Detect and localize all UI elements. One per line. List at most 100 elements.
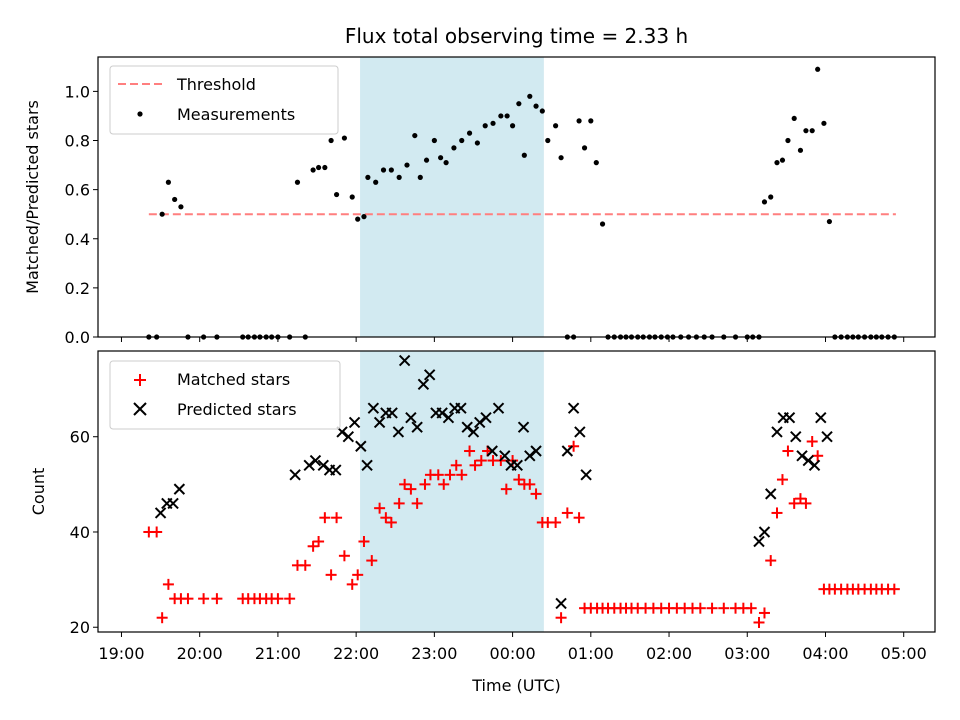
- predicted-star-point: [530, 445, 542, 457]
- measurement-point: [451, 145, 457, 151]
- bottom-y-tick-label: 20: [70, 618, 90, 637]
- top-y-tick-label: 1.0: [65, 82, 90, 101]
- predicted-star-point: [411, 421, 423, 433]
- x-tick-label: 23:00: [411, 644, 457, 663]
- predicted-star-point: [771, 426, 783, 438]
- predicted-stars-points: [154, 354, 833, 610]
- predicted-star-point: [555, 597, 567, 610]
- matched-star-point: [366, 555, 378, 567]
- matched-star-point: [758, 607, 770, 619]
- predicted-star-point: [492, 402, 505, 414]
- measurement-point: [438, 155, 444, 161]
- legend-measurements-label: Measurements: [177, 105, 295, 124]
- matched-star-point: [272, 593, 284, 605]
- predicted-star-point: [167, 497, 179, 510]
- measurement-point: [533, 103, 539, 109]
- predicted-star-point: [499, 450, 511, 462]
- matched-star-point: [325, 569, 337, 581]
- legend-matched-label: Matched stars: [177, 370, 290, 389]
- matched-star-point: [331, 512, 343, 524]
- predicted-star-point: [511, 459, 523, 472]
- top-y-ticks: 0.0 0.2 0.4 0.6 0.8 1.0: [65, 82, 98, 347]
- matched-star-point: [399, 478, 411, 490]
- matched-star-point: [706, 602, 718, 614]
- measurement-point: [310, 167, 316, 173]
- measurement-point: [404, 162, 410, 168]
- bottom-y-tick-label: 40: [70, 523, 90, 542]
- predicted-star-point: [392, 426, 405, 438]
- predicted-star-point: [367, 402, 380, 414]
- x-tick-label: 01:00: [568, 644, 614, 663]
- matched-star-point: [694, 602, 706, 614]
- chart-title: Flux total observing time = 2.33 h: [345, 24, 688, 48]
- matched-star-point: [561, 507, 573, 519]
- matched-star-point: [888, 583, 900, 595]
- matched-star-point: [156, 612, 168, 624]
- bottom-axes-frame: [97, 350, 936, 633]
- measurement-point: [779, 157, 786, 163]
- predicted-star-point: [821, 431, 833, 443]
- measurement-point: [417, 174, 423, 180]
- predicted-star-point: [455, 402, 467, 414]
- predicted-star-point: [289, 469, 301, 481]
- matched-star-point: [456, 469, 468, 481]
- measurement-point: [459, 137, 465, 144]
- measurement-point: [294, 179, 301, 185]
- matched-star-point: [812, 450, 824, 462]
- measurement-point: [498, 113, 504, 119]
- measurement-point: [803, 128, 809, 134]
- predicted-star-point: [461, 421, 473, 433]
- matched-star-point: [419, 478, 431, 490]
- bottom-x-ticks: 19:00 20:00 21:00 22:00 23:00 00:00 01:00 02:00…: [98, 632, 927, 663]
- measurement-point: [443, 160, 449, 166]
- measurement-point: [412, 132, 418, 139]
- matched-star-point: [393, 497, 405, 509]
- matched-star-point: [338, 550, 350, 562]
- predicted-star-point: [330, 464, 342, 476]
- measurement-point: [791, 115, 797, 122]
- top-y-tick-label: 0.2: [65, 279, 90, 298]
- top-y-tick-label: 0.0: [65, 328, 90, 347]
- matched-star-point: [794, 493, 806, 505]
- predicted-star-point: [154, 507, 167, 519]
- measurement-point: [509, 123, 516, 129]
- matched-star-point: [182, 593, 194, 605]
- matched-star-point: [346, 578, 358, 590]
- measurement-point: [423, 157, 430, 163]
- predicted-star-point: [815, 411, 827, 424]
- measurement-point: [355, 216, 361, 222]
- predicted-star-point: [303, 459, 315, 472]
- bottom-observing-window-shade: [360, 351, 544, 632]
- x-tick-label: 22:00: [333, 644, 379, 663]
- measurement-point: [490, 120, 496, 126]
- bottom-legend: Matched stars Predicted stars: [109, 360, 341, 430]
- predicted-star-point: [173, 483, 186, 495]
- matched-star-point: [299, 559, 311, 571]
- predicted-star-point: [417, 378, 430, 391]
- measurement-point: [821, 120, 827, 126]
- measurement-point: [768, 194, 774, 200]
- measurement-point: [761, 199, 768, 205]
- measurement-point: [341, 135, 348, 141]
- measurement-point: [521, 152, 527, 158]
- top-y-tick-label: 0.8: [65, 132, 90, 151]
- top-panel: 0.0 0.2 0.4 0.6 0.8 1.0 Flux total observing …: [23, 24, 936, 347]
- bottom-y-ticks: 20 40 60: [70, 428, 98, 637]
- measurement-point: [178, 204, 184, 210]
- matched-star-point: [380, 512, 392, 524]
- measurement-point: [396, 174, 402, 180]
- measurement-point: [581, 145, 588, 151]
- top-legend: Threshold Measurements: [109, 65, 339, 135]
- measurement-point: [365, 174, 371, 180]
- measurement-point: [785, 137, 791, 144]
- matched-star-point: [319, 512, 331, 524]
- measurement-point: [482, 123, 488, 129]
- x-tick-label: 02:00: [646, 644, 692, 663]
- matched-star-point: [284, 593, 296, 605]
- measurement-point: [558, 155, 564, 161]
- matched-star-point: [806, 435, 818, 447]
- matched-star-point: [765, 555, 777, 567]
- measurement-point: [373, 179, 379, 185]
- measurement-point: [545, 137, 551, 144]
- predicted-star-point: [436, 407, 448, 419]
